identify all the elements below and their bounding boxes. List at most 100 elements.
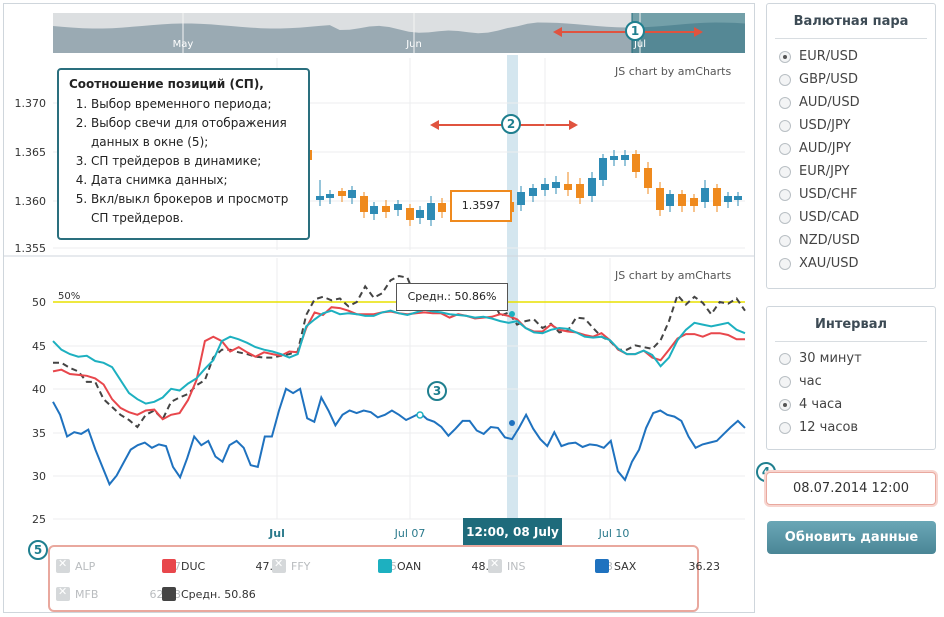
legend-toggle-icon[interactable]	[272, 557, 286, 573]
legend-name: MFB	[75, 587, 99, 601]
radio-icon[interactable]	[779, 234, 791, 247]
time-cursor-label[interactable]: 12:00, 08 July	[463, 518, 562, 546]
period-arrow-head	[694, 27, 703, 37]
radio-icon[interactable]	[779, 188, 791, 201]
interval-option[interactable]: 4 часа	[767, 393, 935, 416]
info-item: Выбор свечи для отображения данных в окн…	[91, 114, 298, 152]
candle-tooltip: 1.3597	[450, 190, 512, 222]
navigator-label: Jul	[633, 39, 646, 50]
currency-option-label: AUD/USD	[799, 95, 860, 110]
currency-option[interactable]: USD/CAD	[767, 206, 935, 229]
avg-tooltip: Средн.: 50.86%	[396, 283, 508, 311]
update-data-button[interactable]: Обновить данные	[767, 521, 936, 554]
badge-2: 2	[501, 114, 521, 134]
radio-icon[interactable]	[779, 398, 791, 411]
interval-option[interactable]: час	[767, 370, 935, 393]
candle-body	[382, 206, 390, 212]
period-arrow-head	[553, 27, 562, 37]
candle-body	[564, 184, 572, 190]
legend-swatch-icon[interactable]	[162, 587, 176, 601]
candle-body	[632, 154, 640, 172]
legend-item-duc[interactable]: DUC 47.71	[162, 558, 287, 574]
interval-option[interactable]: 30 минут	[767, 347, 935, 370]
candle-body	[644, 168, 652, 188]
legend-item-oan[interactable]: OAN 48.62	[378, 558, 503, 574]
ratio-x-label: Jul 07	[394, 527, 426, 540]
currency-option-label: USD/CHF	[799, 187, 858, 202]
legend-toggle-icon[interactable]	[56, 585, 70, 601]
currency-option-label: XAU/USD	[799, 256, 859, 271]
legend-swatch-icon[interactable]	[595, 559, 609, 573]
ratio-y-tick: 50	[32, 296, 46, 309]
radio-icon[interactable]	[779, 257, 791, 270]
candle-body	[316, 196, 324, 200]
candle-body	[576, 184, 584, 198]
chart-watermark-top[interactable]: JS chart by amCharts	[615, 65, 732, 78]
currency-option[interactable]: AUD/JPY	[767, 137, 935, 160]
legend-toggle-icon[interactable]	[56, 557, 70, 573]
interval-option-label: 12 часов	[799, 420, 859, 435]
sax-point-marker	[416, 411, 424, 419]
candle-body	[690, 198, 698, 206]
currency-option[interactable]: USD/JPY	[767, 114, 935, 137]
currency-option[interactable]: USD/CHF	[767, 183, 935, 206]
radio-icon[interactable]	[779, 119, 791, 132]
ratio-y-tick: 40	[32, 383, 46, 396]
candle-body	[348, 190, 356, 198]
radio-icon[interactable]	[779, 211, 791, 224]
badge-5: 5	[28, 540, 48, 560]
candle-body	[370, 206, 378, 214]
radio-icon[interactable]	[779, 421, 791, 434]
radio-icon[interactable]	[779, 375, 791, 388]
currency-panel-title: Валютная пара	[775, 4, 927, 39]
ratio-x-label: Jul	[268, 527, 285, 540]
info-item: Выбор временного периода;	[91, 95, 298, 114]
currency-list: EUR/USD GBP/USD AUD/USD USD/JPY AUD/JPY EUR/J…	[767, 39, 935, 275]
radio-icon[interactable]	[779, 142, 791, 155]
candle-arrow-head	[430, 120, 439, 130]
interval-option-label: час	[799, 374, 822, 389]
currency-option[interactable]: EUR/JPY	[767, 160, 935, 183]
candle-body	[326, 194, 334, 198]
radio-icon[interactable]	[779, 352, 791, 365]
legend-item-sax[interactable]: SAX 36.23	[595, 558, 720, 574]
currency-option-label: GBP/USD	[799, 72, 858, 87]
interval-option[interactable]: 12 часов	[767, 416, 935, 439]
currency-option[interactable]: XAU/USD	[767, 252, 935, 275]
radio-icon[interactable]	[779, 50, 791, 63]
candle-y-tick: 1.365	[15, 146, 47, 159]
ratio-y-tick: 45	[32, 340, 46, 353]
legend-toggle-icon[interactable]	[488, 557, 502, 573]
navigator-label: Jun	[405, 39, 422, 50]
currency-option[interactable]: EUR/USD	[767, 45, 935, 68]
currency-option-label: USD/JPY	[799, 118, 851, 133]
badge-3: 3	[427, 381, 447, 401]
candle-body	[713, 188, 721, 206]
currency-option-label: EUR/USD	[799, 49, 858, 64]
radio-icon[interactable]	[779, 96, 791, 109]
currency-option[interactable]: NZD/USD	[767, 229, 935, 252]
legend-swatch-icon[interactable]	[162, 559, 176, 573]
candle-body	[678, 194, 686, 206]
snapshot-date-field[interactable]: 08.07.2014 12:00	[766, 472, 936, 505]
currency-option[interactable]: GBP/USD	[767, 68, 935, 91]
candle-arrow-head	[569, 120, 578, 130]
navigator-area	[53, 22, 745, 53]
interval-list: 30 минут час 4 часа 12 часов	[767, 342, 935, 439]
cursor-point-marker	[509, 420, 515, 426]
radio-icon[interactable]	[779, 73, 791, 86]
candle-y-tick: 1.370	[15, 97, 47, 110]
info-item: СП трейдеров в динамике;	[91, 152, 298, 171]
currency-panel: Валютная пара EUR/USD GBP/USD AUD/USD USD/J…	[766, 3, 936, 289]
legend-item-avg[interactable]: Средн. 50.86	[162, 586, 256, 602]
candle-body	[666, 194, 674, 206]
ratio-y-tick: 25	[32, 513, 46, 526]
candle-body	[724, 196, 732, 202]
radio-icon[interactable]	[779, 165, 791, 178]
chart-watermark-bottom[interactable]: JS chart by amCharts	[615, 269, 732, 282]
legend-name: ALP	[75, 559, 96, 573]
currency-option-label: EUR/JPY	[799, 164, 850, 179]
legend-swatch-icon[interactable]	[378, 559, 392, 573]
currency-option[interactable]: AUD/USD	[767, 91, 935, 114]
